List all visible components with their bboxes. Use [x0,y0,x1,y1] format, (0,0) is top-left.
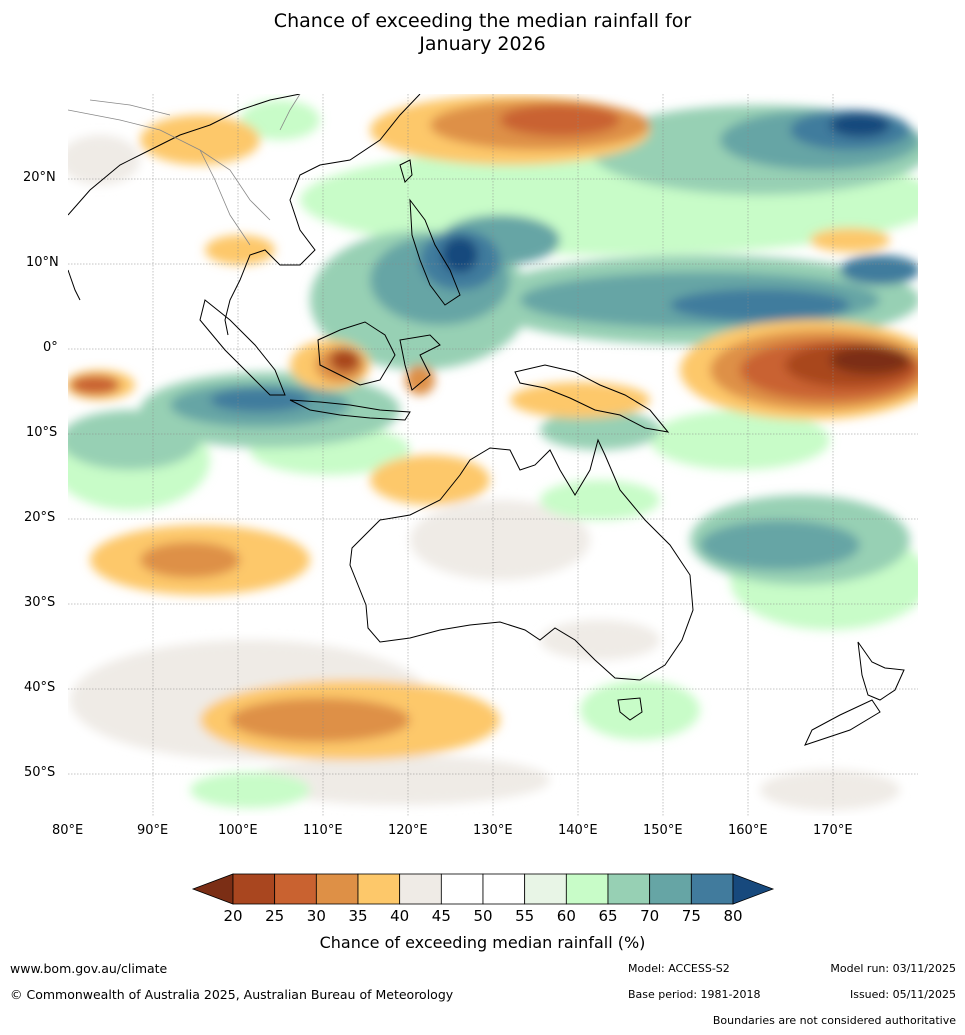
colorbar-tick-label: 60 [556,907,576,925]
lon-label-110e: 110°E [303,823,343,838]
lon-label-130e: 130°E [473,823,513,838]
java-coast [289,399,411,421]
lat-label-20n: 20°N [23,170,56,185]
colorbar-extend-low [191,873,234,905]
colorbar-segment [482,873,526,905]
borneo-coast [317,321,396,386]
new-zealand-coast [804,641,905,746]
colorbar-tick-label: 40 [390,907,410,925]
lat-label-30s: 30°S [24,595,56,610]
colorbar-tick-label: 20 [223,907,243,925]
title-line-2: January 2026 [419,33,546,55]
sulawesi-coast [399,334,441,391]
colorbar-tick-label: 55 [515,907,535,925]
colorbar-tick-label: 75 [681,907,701,925]
sumatra-coast [199,299,286,396]
colorbar-tick-label: 45 [431,907,451,925]
colorbar-tick-label: 80 [723,907,743,925]
lat-label-10s: 10°S [26,425,58,440]
base-period-text: Base period: 1981-2018 [628,988,761,1001]
disclaimer-text: Boundaries are not considered authoritat… [712,1014,956,1027]
colorbar-segment [690,873,734,905]
lat-label-10n: 10°N [26,255,59,270]
lat-label-0: 0° [43,340,58,355]
copyright-text: © Commonwealth of Australia 2025, Austra… [10,987,454,1002]
model-text: Model: ACCESS-S2 [628,962,730,975]
probability-field [68,95,918,810]
colorbar-segment [274,873,317,905]
colorbar-segment [649,873,692,905]
taiwan-coast [399,159,413,183]
lon-label-170e: 170°E [813,823,853,838]
colorbar-segment [357,873,401,905]
lat-label-50s: 50°S [24,765,56,780]
asia-mainland-coast [68,94,421,336]
colorbar-segment [440,873,484,905]
title-line-1: Chance of exceeding the median rainfall … [273,10,692,32]
colorbar-tick-label: 50 [473,907,493,925]
graticule [68,94,918,816]
issued-text: Issued: 05/11/2025 [849,988,956,1001]
philippines-coast [409,198,461,306]
colorbar-segment [524,873,567,905]
colorbar-tick-label: 70 [640,907,660,925]
new-guinea-coast [514,364,670,433]
colorbar-tick-label: 25 [265,907,285,925]
lat-label-40s: 40°S [24,680,56,695]
colorbar-segment [399,873,442,905]
borders [68,94,301,246]
colorbar-title: Chance of exceeding median rainfall (%) [319,933,646,952]
chart-title: Chance of exceeding the median rainfall … [0,10,965,56]
colorbar-tick-label: 35 [348,907,368,925]
tasmania-coast [617,697,643,721]
website-link[interactable]: www.bom.gov.au/climate [10,961,168,976]
coastlines [68,94,905,746]
lon-label-140e: 140°E [558,823,598,838]
colorbar [191,873,775,905]
lon-label-80e: 80°E [52,823,84,838]
model-run-text: Model run: 03/11/2025 [830,962,956,975]
lon-label-150e: 150°E [643,823,683,838]
colorbar-extend-high [732,873,775,905]
lat-label-20s: 20°S [24,510,56,525]
colorbar-segment [232,873,276,905]
lon-label-100e: 100°E [218,823,258,838]
australia-coast [349,438,694,681]
colorbar-tick-label: 65 [598,907,618,925]
colorbar-segment [565,873,609,905]
lon-label-90e: 90°E [137,823,169,838]
colorbar-tick-label: 30 [306,907,326,925]
colorbar-segment [607,873,651,905]
lon-label-160e: 160°E [728,823,768,838]
lon-label-120e: 120°E [388,823,428,838]
colorbar-segment [315,873,359,905]
